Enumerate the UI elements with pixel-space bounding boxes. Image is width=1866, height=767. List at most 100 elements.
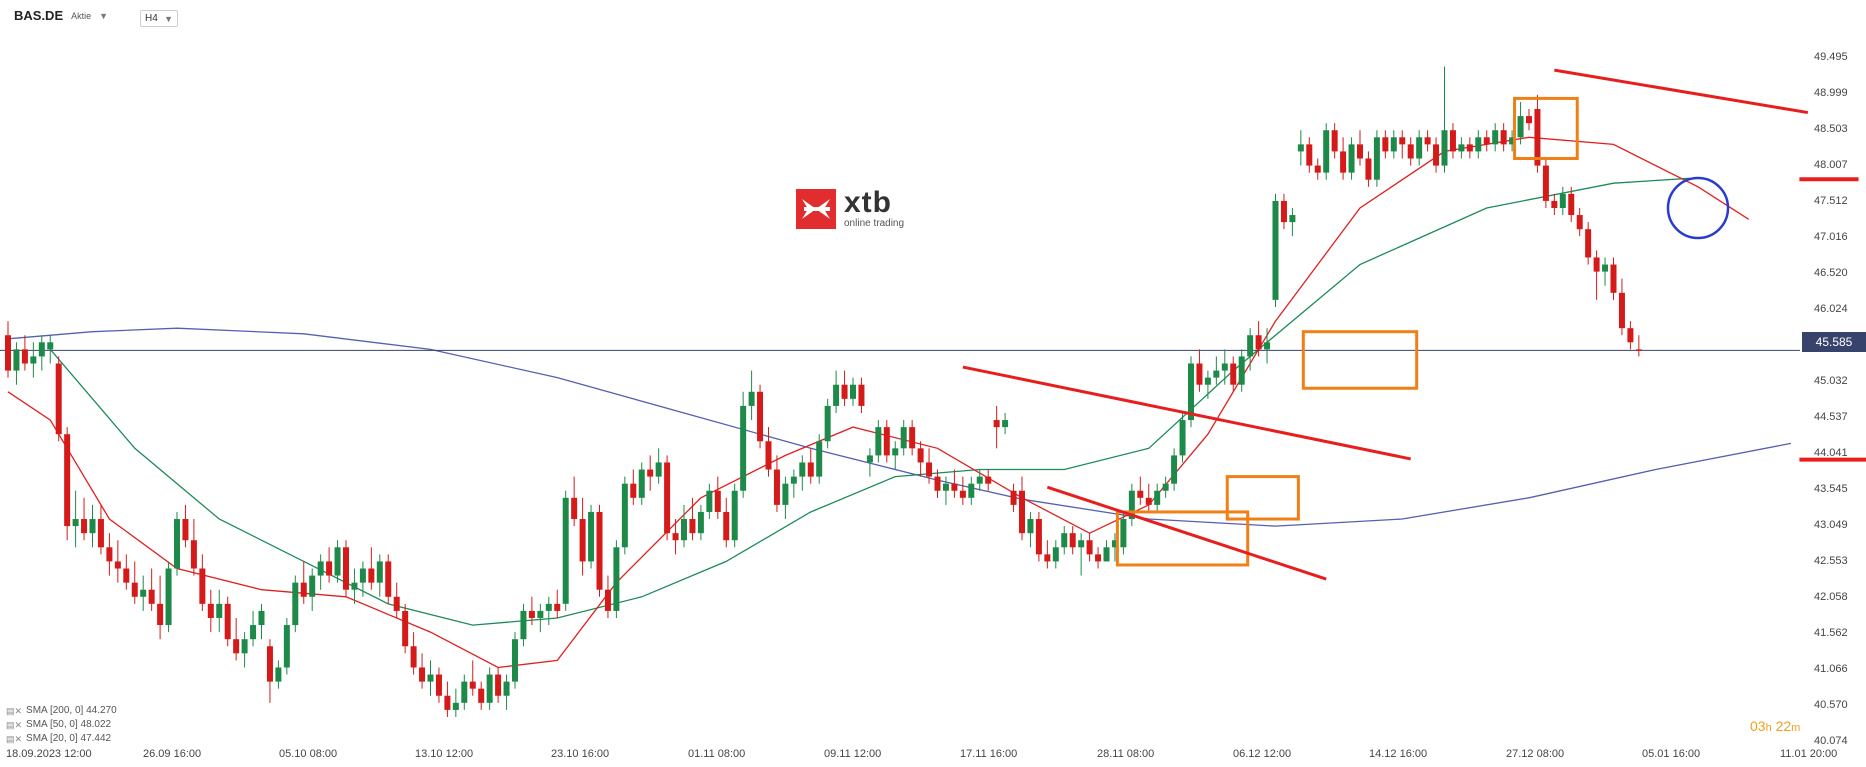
- candle-down: [402, 610, 409, 647]
- candle-up: [1492, 130, 1499, 145]
- candle-down: [672, 533, 679, 541]
- candle-up: [140, 589, 147, 597]
- candle-down: [1407, 144, 1414, 159]
- y-tick-label: 42.058: [1814, 591, 1848, 603]
- candle-down: [1019, 490, 1025, 534]
- y-tick-label: 49.495: [1814, 51, 1848, 63]
- timeframe-value: H4: [145, 13, 158, 24]
- timeframe-select[interactable]: H4 ▼: [140, 10, 178, 27]
- indicator-settings-icon[interactable]: ▤✕: [6, 720, 23, 730]
- countdown-minutes: 22: [1775, 718, 1792, 734]
- legend-item-sma200[interactable]: ▤✕ SMA [200, 0] 44.270: [6, 704, 117, 718]
- candle-down: [909, 427, 916, 449]
- candle-down: [393, 596, 400, 611]
- candle-up: [1348, 144, 1355, 173]
- candle-up: [250, 625, 257, 640]
- candle-down: [266, 646, 273, 682]
- candle-up: [334, 547, 341, 576]
- candle-up: [799, 462, 806, 477]
- symbol-name[interactable]: BAS.DE: [14, 8, 64, 23]
- candle-down: [1568, 193, 1575, 216]
- candle-up: [1052, 547, 1059, 562]
- candle-up: [486, 674, 493, 703]
- y-tick-label: 47.512: [1814, 195, 1848, 207]
- candle-down: [469, 681, 476, 689]
- candle-up: [1475, 137, 1482, 152]
- xtb-logo-mark: [796, 188, 836, 229]
- candle-up: [1602, 264, 1609, 272]
- candle-up: [258, 610, 265, 626]
- legend-label: SMA [20, 0] 47.442: [26, 733, 112, 744]
- candle-down: [148, 589, 155, 604]
- candle-down: [199, 568, 206, 604]
- candle-down: [81, 519, 88, 534]
- candle-down: [1306, 144, 1313, 166]
- candle-down: [841, 384, 848, 399]
- x-tick-label: 28.11 08:00: [1097, 748, 1154, 760]
- candle-down: [993, 420, 1000, 428]
- symbol-header[interactable]: BAS.DE Aktie ▼: [14, 8, 108, 23]
- candle-down: [757, 391, 764, 442]
- consolidation-box: [1513, 96, 1579, 161]
- candle-up: [545, 603, 552, 611]
- logo-tagline: online trading: [844, 218, 905, 229]
- candle-up: [351, 582, 358, 590]
- candle-down: [419, 667, 426, 682]
- candle-up: [520, 610, 527, 640]
- indicator-settings-icon[interactable]: ▤✕: [6, 734, 23, 744]
- candle-down: [858, 384, 865, 406]
- legend-item-sma50[interactable]: ▤✕ SMA [50, 0] 48.022: [6, 718, 117, 732]
- sma200-line: [7, 327, 1792, 527]
- candle-up: [1458, 144, 1465, 152]
- candle-down: [1433, 144, 1440, 166]
- y-tick-label: 43.049: [1814, 519, 1848, 531]
- candle-up: [275, 667, 282, 682]
- candle-down: [55, 363, 62, 435]
- trendline: [1554, 68, 1809, 115]
- candle-up: [1111, 540, 1118, 548]
- candle-down: [773, 469, 780, 505]
- candle-down: [1095, 554, 1102, 562]
- candle-down: [765, 441, 772, 470]
- y-tick-label: 44.537: [1814, 411, 1848, 423]
- countdown-hours-unit: h: [1765, 722, 1772, 734]
- chevron-down-icon[interactable]: ▼: [99, 10, 109, 21]
- candle-up: [376, 561, 383, 583]
- candle-up: [30, 356, 37, 364]
- candle-up: [562, 497, 569, 604]
- candle-up: [900, 427, 907, 449]
- indicator-settings-icon[interactable]: ▤✕: [6, 706, 23, 716]
- candle-up: [1128, 490, 1135, 520]
- x-tick-label: 18.09.2023 12:00: [6, 748, 92, 760]
- y-tick-label: 48.007: [1814, 159, 1848, 171]
- candle-up: [1154, 490, 1161, 505]
- candle-up: [241, 639, 248, 654]
- x-tick-label: 06.12 12:00: [1233, 748, 1291, 760]
- candle-up: [790, 476, 797, 484]
- x-tick-label: 27.12 08:00: [1506, 748, 1564, 760]
- candle-down: [343, 547, 349, 590]
- candle-down: [444, 695, 451, 710]
- countdown-minutes-unit: m: [1791, 722, 1801, 734]
- candle-down: [1542, 165, 1549, 201]
- candle-down: [300, 582, 307, 597]
- candle-down: [723, 511, 730, 541]
- candle-up: [1221, 363, 1228, 371]
- legend-item-sma20[interactable]: ▤✕ SMA [20, 0] 47.442: [6, 732, 117, 746]
- candle-up: [875, 427, 882, 456]
- candle-down: [207, 603, 214, 618]
- candle-up: [512, 639, 518, 682]
- candle-up: [537, 610, 544, 618]
- candle-up: [13, 349, 20, 371]
- candle-up: [731, 490, 738, 541]
- candle-up: [47, 342, 54, 350]
- candle-up: [359, 568, 366, 583]
- candle-down: [689, 519, 696, 534]
- candle-up: [1559, 193, 1566, 208]
- candle-up: [1171, 455, 1178, 484]
- candle-down: [1331, 130, 1338, 152]
- candle-down: [951, 483, 958, 491]
- candle-down: [1551, 200, 1558, 208]
- candle-down: [410, 646, 417, 668]
